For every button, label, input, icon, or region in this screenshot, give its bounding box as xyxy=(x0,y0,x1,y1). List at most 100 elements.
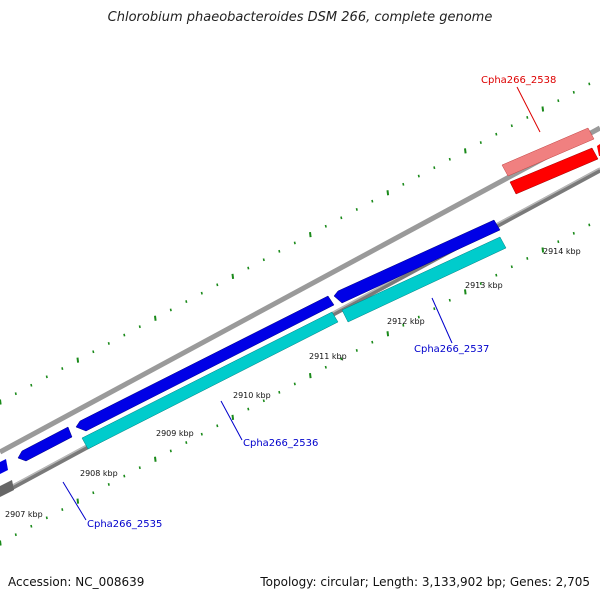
minor-tick xyxy=(448,157,451,161)
tick-label: 2914 kbp xyxy=(543,247,581,256)
gene-feature-cpha266-2537[interactable] xyxy=(341,236,507,323)
tick-label: 2909 kbp xyxy=(156,429,194,438)
minor-tick xyxy=(293,241,296,245)
minor-tick xyxy=(185,300,188,303)
minor-tick xyxy=(169,308,172,312)
minor-tick xyxy=(30,524,33,528)
minor-tick xyxy=(247,266,250,270)
major-tick xyxy=(231,414,235,421)
minor-tick xyxy=(61,367,64,370)
minor-tick xyxy=(61,508,64,511)
minor-tick xyxy=(495,132,498,136)
minor-tick xyxy=(200,432,203,436)
minor-tick xyxy=(45,375,48,379)
minor-tick xyxy=(371,199,374,203)
major-tick xyxy=(0,540,2,546)
minor-tick xyxy=(123,474,126,478)
minor-tick xyxy=(433,166,436,170)
tick-rows xyxy=(0,82,591,546)
tick-label: 2910 kbp xyxy=(233,391,271,400)
major-tick xyxy=(231,273,235,280)
gene-feature-edge-right[interactable] xyxy=(597,144,600,156)
minor-tick xyxy=(510,265,513,269)
minor-tick xyxy=(107,483,110,486)
minor-tick xyxy=(495,273,498,277)
tick-label: 2913 kbp xyxy=(465,281,503,290)
minor-tick xyxy=(572,90,575,94)
gene-feature-forward-long-1[interactable] xyxy=(75,295,335,432)
major-tick xyxy=(309,372,312,379)
gene-feature-cpha266-2538[interactable] xyxy=(509,147,599,195)
minor-tick xyxy=(45,516,48,520)
major-tick xyxy=(541,247,545,253)
minor-tick xyxy=(417,174,420,178)
major-tick xyxy=(464,289,467,295)
gene-feature-edge-left[interactable] xyxy=(0,459,8,474)
minor-tick xyxy=(278,390,281,394)
minor-tick xyxy=(510,124,513,128)
minor-tick xyxy=(92,491,95,495)
minor-tick xyxy=(557,240,560,244)
minor-tick xyxy=(138,466,141,470)
genome-summary: Topology: circular; Length: 3,133,902 bp… xyxy=(260,575,590,589)
minor-tick xyxy=(433,307,436,311)
minor-tick xyxy=(30,383,33,387)
minor-tick xyxy=(92,350,95,354)
major-tick xyxy=(154,315,157,321)
minor-tick xyxy=(572,231,575,235)
minor-tick xyxy=(340,357,343,361)
gene-label-cpha266-2535[interactable]: Cpha266_2535 xyxy=(87,519,162,530)
gene-feature-cpha266-2538-light[interactable] xyxy=(501,127,595,177)
leader-line-cpha266-2537 xyxy=(431,297,453,344)
minor-tick xyxy=(557,99,560,103)
tick-label: 2907 kbp xyxy=(5,510,43,519)
tick-label: 2911 kbp xyxy=(309,352,347,361)
minor-tick xyxy=(14,533,17,537)
gene-leader-lines xyxy=(62,86,541,521)
gene-features xyxy=(0,127,600,497)
minor-tick xyxy=(185,441,188,444)
tick-label: 2908 kbp xyxy=(80,469,118,478)
minor-tick xyxy=(262,399,265,403)
gene-feature-cpha266-2536[interactable] xyxy=(81,311,339,450)
major-tick xyxy=(464,148,467,154)
accession-label: Accession: NC_008639 xyxy=(8,575,145,589)
major-tick xyxy=(76,357,80,363)
gene-feature-edge-left-grey[interactable] xyxy=(0,480,14,497)
leader-line-cpha266-2536 xyxy=(220,400,243,441)
minor-tick xyxy=(417,315,420,319)
minor-tick xyxy=(588,82,591,86)
minor-tick xyxy=(402,182,405,186)
minor-tick xyxy=(526,116,529,119)
minor-tick xyxy=(588,223,591,227)
gene-label-cpha266-2537[interactable]: Cpha266_2537 xyxy=(414,344,489,355)
leader-line-cpha266-2538 xyxy=(516,86,541,133)
genome-title: Chlorobium phaeobacteroides DSM 266, com… xyxy=(107,10,493,25)
tick-label: 2912 kbp xyxy=(387,317,425,326)
minor-tick xyxy=(479,282,482,285)
major-tick xyxy=(154,456,157,462)
major-tick xyxy=(386,190,390,196)
major-tick xyxy=(0,399,2,405)
tick-labels: 2907 kbp 2908 kbp 2909 kbp 2910 kbp 2911… xyxy=(5,247,581,519)
minor-tick xyxy=(138,325,141,329)
gene-label-cpha266-2538[interactable]: Cpha266_2538 xyxy=(481,75,556,86)
minor-tick xyxy=(107,342,110,345)
gene-label-cpha266-2536[interactable]: Cpha266_2536 xyxy=(243,438,318,449)
minor-tick xyxy=(340,216,343,220)
major-tick xyxy=(76,498,80,504)
gene-feature-forward-long-2[interactable] xyxy=(333,219,501,304)
minor-tick xyxy=(216,424,219,428)
minor-tick xyxy=(247,407,250,411)
minor-tick xyxy=(123,333,126,337)
minor-tick xyxy=(262,258,265,262)
minor-tick xyxy=(324,224,327,228)
backbone-outer xyxy=(0,125,600,455)
minor-tick xyxy=(448,298,451,302)
minor-tick xyxy=(324,365,327,369)
gene-feature-cpha266-2535[interactable] xyxy=(17,426,73,462)
major-tick xyxy=(541,106,545,112)
minor-tick xyxy=(402,323,405,327)
